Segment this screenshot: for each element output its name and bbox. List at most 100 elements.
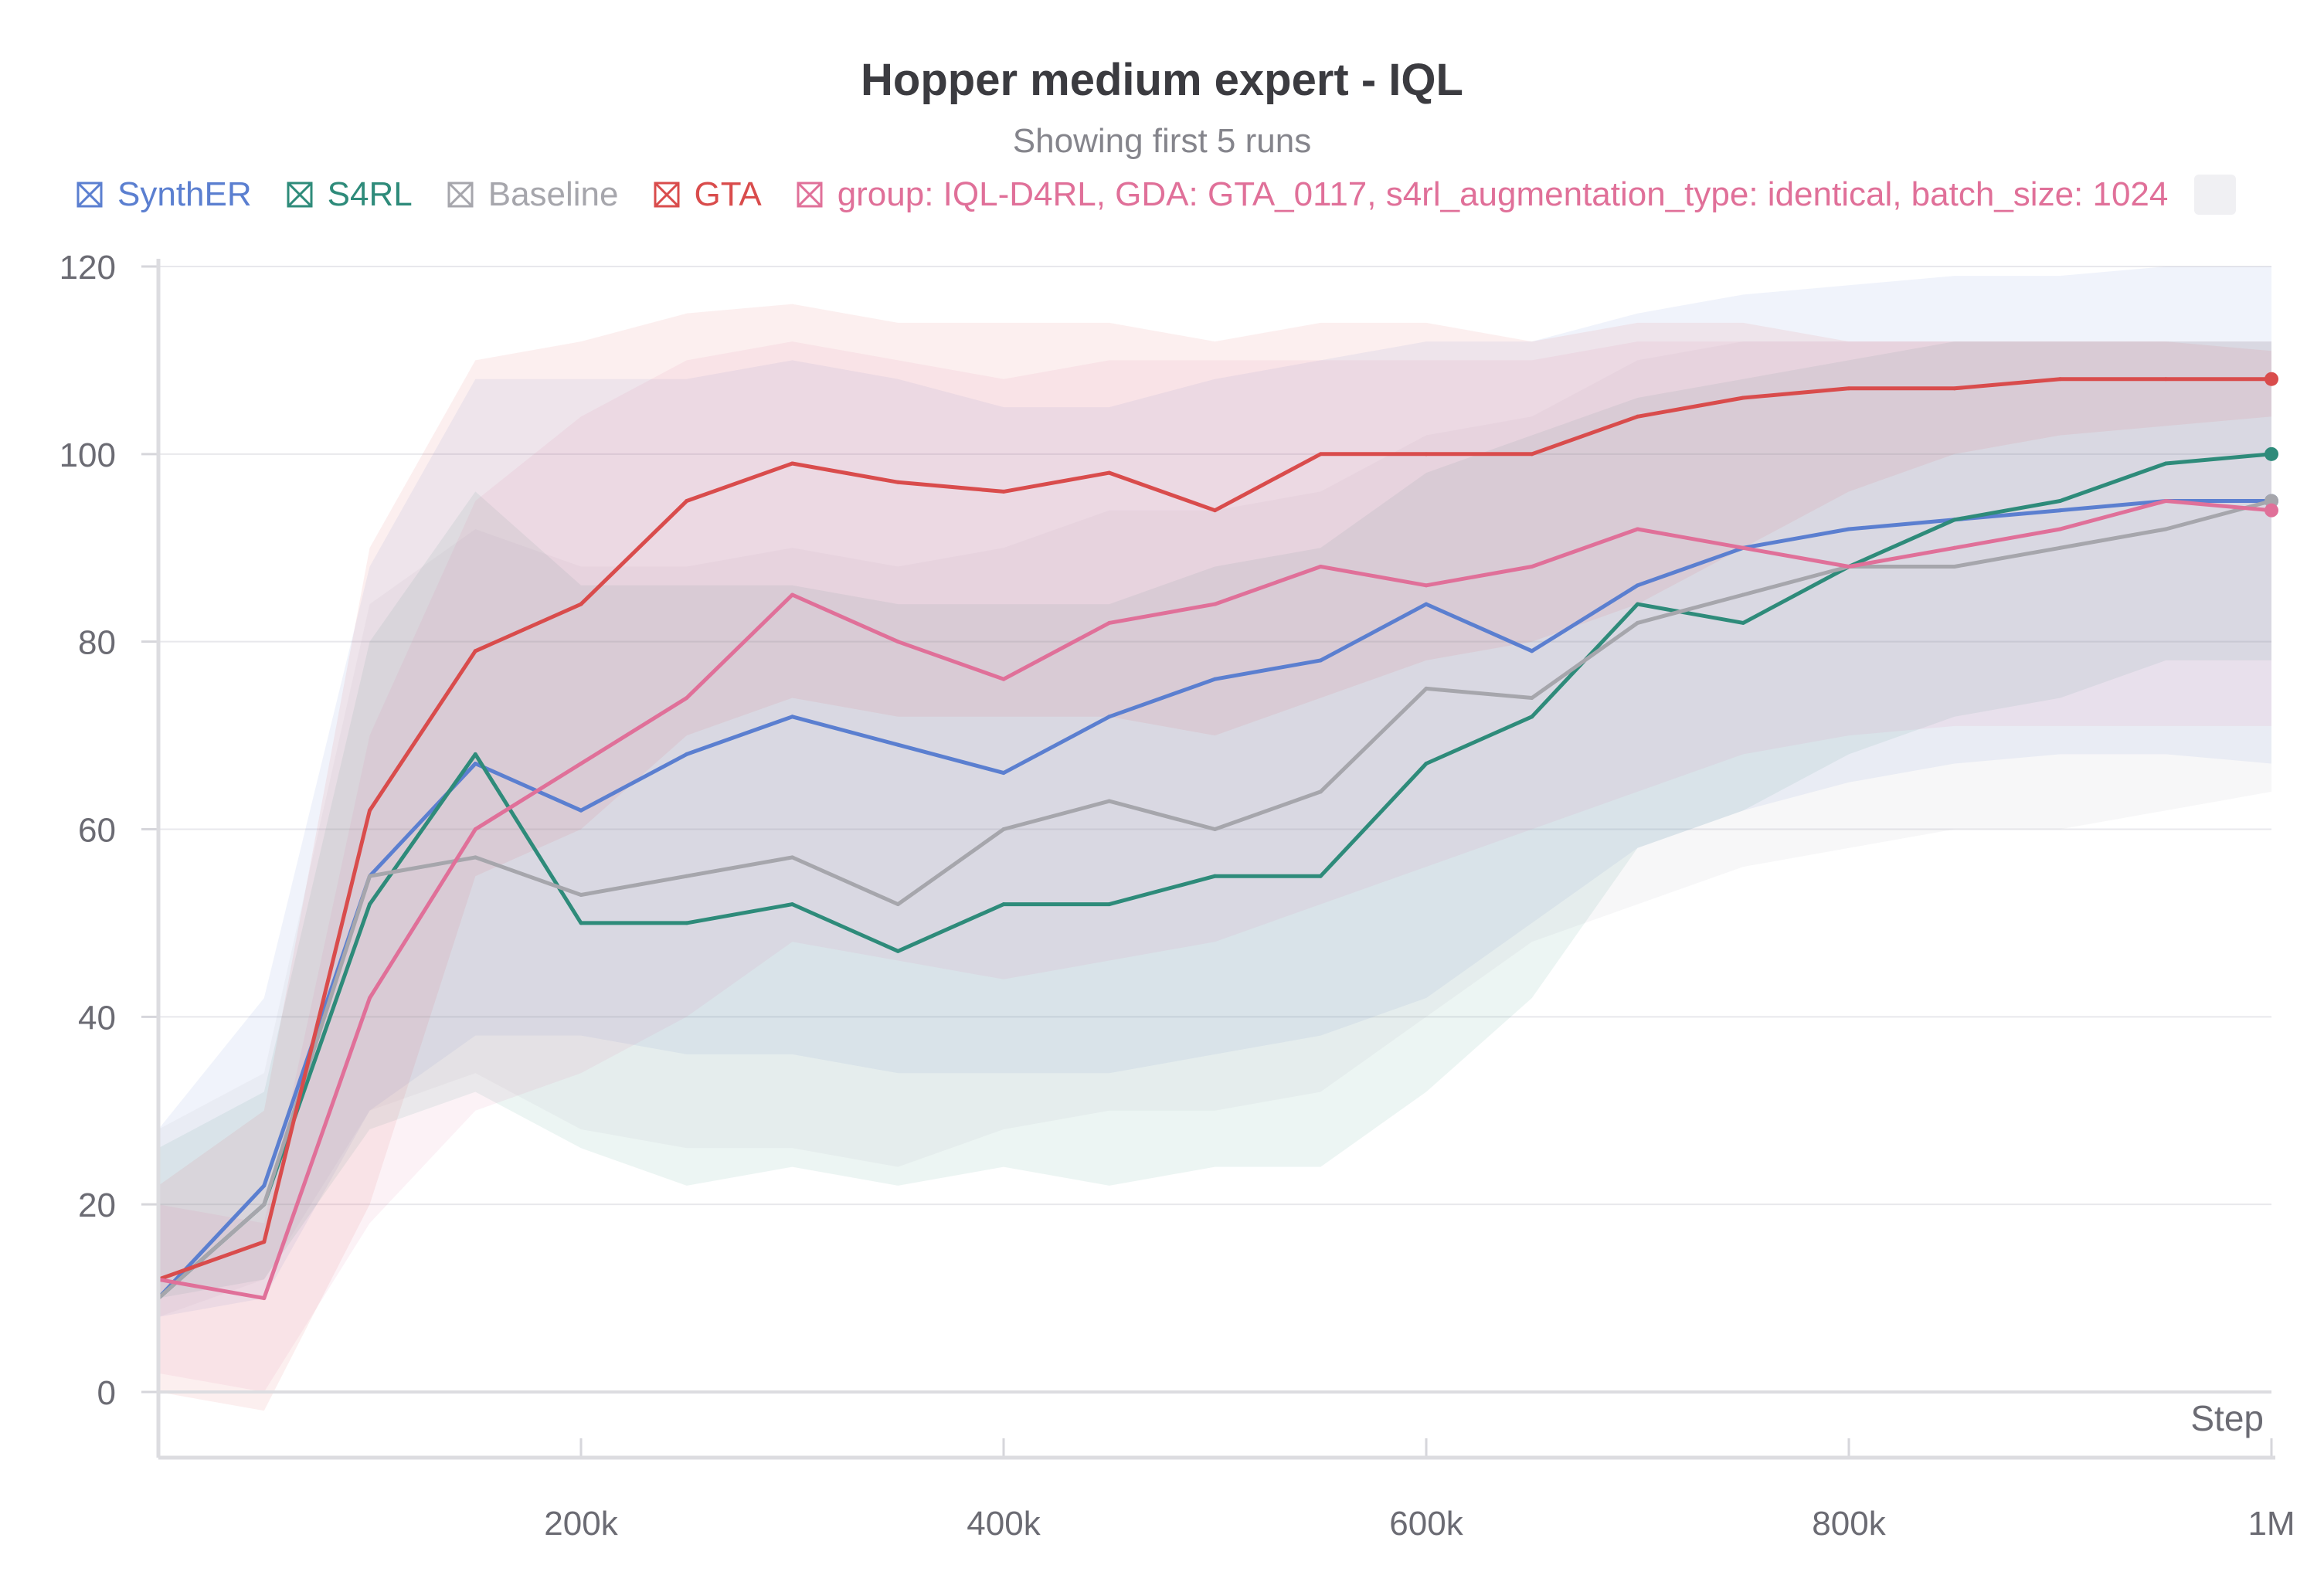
- data-point: [1952, 386, 1957, 391]
- x-tick-label: 800k: [1812, 1505, 1886, 1543]
- legend-toggle-icon[interactable]: [76, 181, 104, 209]
- confidence-bands: [158, 266, 2271, 1411]
- legend-label: group: IQL-D4RL, GDA: GTA_0117, s4rl_aug…: [837, 175, 2169, 213]
- data-point: [473, 649, 477, 654]
- data-point: [1424, 583, 1429, 588]
- series-band-4: [158, 304, 2271, 1411]
- legend-item-4[interactable]: GTA: [653, 175, 762, 214]
- data-point: [790, 855, 794, 860]
- data-point: [262, 1183, 267, 1188]
- legend-toggle-icon[interactable]: [447, 181, 474, 209]
- y-tick-label: 100: [59, 436, 116, 474]
- data-point: [1847, 527, 1851, 531]
- data-point: [1530, 696, 1534, 701]
- series-end-marker: [2265, 372, 2278, 386]
- legend-item-1[interactable]: SynthER: [76, 175, 252, 214]
- legend-toggle-icon[interactable]: [286, 181, 314, 209]
- data-point: [1107, 470, 1112, 475]
- data-point: [1741, 592, 1745, 597]
- data-point: [1741, 396, 1745, 400]
- data-point: [1213, 602, 1217, 606]
- data-point: [1318, 452, 1323, 457]
- data-point: [1424, 452, 1429, 457]
- data-point: [1847, 565, 1851, 569]
- data-point: [1424, 686, 1429, 691]
- data-point: [2163, 461, 2168, 466]
- data-point: [895, 742, 900, 747]
- legend-label: SynthER: [117, 175, 252, 213]
- legend-label: S4RL: [327, 175, 413, 213]
- legend-item-5[interactable]: group: IQL-D4RL, GDA: GTA_0117, s4rl_aug…: [796, 175, 2169, 214]
- data-point: [1530, 565, 1534, 569]
- y-tick-label: 80: [78, 624, 116, 662]
- y-tick-label: 0: [97, 1374, 116, 1412]
- series-band-1: [158, 266, 2271, 1317]
- data-point: [1847, 386, 1851, 391]
- data-point: [368, 996, 372, 1000]
- chart-title: Hopper medium expert - IQL: [861, 55, 1463, 105]
- data-point: [895, 902, 900, 907]
- data-point: [685, 499, 689, 504]
- legend-label: GTA: [694, 175, 762, 213]
- data-point: [1530, 649, 1534, 654]
- data-point: [2163, 527, 2168, 531]
- legend: SynthER S4RL Baseline GTA group: IQL-D4RL, G…: [76, 170, 2237, 219]
- data-point: [685, 921, 689, 925]
- data-point: [1636, 583, 1639, 588]
- data-point: [1741, 620, 1745, 625]
- data-point: [2163, 377, 2168, 382]
- legend-toggle-icon[interactable]: [653, 181, 681, 209]
- chart-subtitle: Showing first 5 runs: [1012, 122, 1312, 160]
- legend-item-3[interactable]: Baseline: [447, 175, 619, 214]
- legend-item-2[interactable]: S4RL: [286, 175, 413, 214]
- data-point: [685, 696, 689, 701]
- x-tick-label: 400k: [967, 1505, 1041, 1543]
- data-point: [579, 892, 583, 897]
- data-point: [473, 827, 477, 831]
- data-point: [1318, 658, 1323, 663]
- data-point: [262, 1296, 267, 1301]
- data-point: [1318, 874, 1323, 878]
- y-tick-label: 120: [59, 249, 116, 287]
- data-point: [685, 752, 689, 756]
- data-point: [895, 949, 900, 953]
- series-band-5: [158, 341, 2271, 1393]
- data-point: [685, 874, 689, 878]
- tick-labels: 0 20 40 60 80 100 120 200k 400k 600k 800k 1M: [59, 249, 2295, 1543]
- data-point: [1318, 565, 1323, 569]
- data-point: [579, 921, 583, 925]
- data-point: [1952, 565, 1957, 569]
- data-point: [368, 874, 372, 878]
- data-point: [2058, 508, 2062, 513]
- data-point: [579, 808, 583, 813]
- x-tick-label: 1M: [2248, 1505, 2295, 1543]
- data-point: [895, 640, 900, 644]
- series-lines: [156, 372, 2278, 1301]
- legend-toggle-icon[interactable]: [796, 181, 824, 209]
- data-point: [1952, 518, 1957, 522]
- data-point: [790, 592, 794, 597]
- y-tick-label: 40: [78, 999, 116, 1037]
- data-point: [1636, 414, 1639, 419]
- data-point: [368, 902, 372, 907]
- data-point: [1107, 799, 1112, 803]
- legend-overflow-indicator[interactable]: [2194, 175, 2237, 215]
- data-point: [790, 902, 794, 907]
- data-point: [1213, 874, 1217, 878]
- series-end-marker: [2265, 446, 2278, 461]
- data-point: [1952, 545, 1957, 550]
- data-point: [1107, 620, 1112, 625]
- legend-label: Baseline: [488, 175, 619, 213]
- data-point: [2163, 499, 2168, 504]
- data-point: [1530, 715, 1534, 719]
- data-point: [2058, 545, 2062, 550]
- x-axis-title: Step: [2190, 1398, 2264, 1438]
- data-point: [1636, 620, 1639, 625]
- data-point: [473, 855, 477, 860]
- data-point: [895, 480, 900, 484]
- data-point: [1213, 677, 1217, 681]
- x-tick-label: 200k: [544, 1505, 618, 1543]
- axes: [141, 259, 2275, 1460]
- data-point: [1636, 527, 1639, 531]
- data-point: [2058, 377, 2062, 382]
